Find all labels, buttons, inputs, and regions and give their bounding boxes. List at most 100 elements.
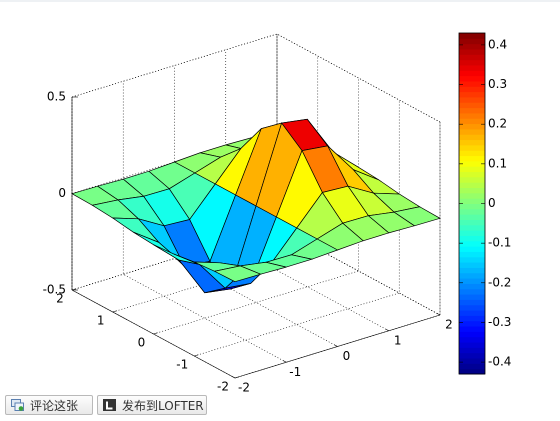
colorbar-cell [459, 240, 485, 247]
colorbar-cell [459, 48, 485, 55]
colorbar-cell [459, 203, 485, 210]
colorbar-cell [459, 118, 485, 125]
colorbar-cell [459, 134, 485, 141]
y-tick-label: 0 [138, 336, 146, 350]
tick-mark [385, 328, 389, 332]
colorbar-cell [459, 299, 485, 306]
colorbar-cell [459, 326, 485, 332]
tick-mark [112, 310, 117, 313]
z-tick-label: 0.5 [47, 90, 66, 104]
colorbar-cell [459, 192, 485, 199]
tick-mark [282, 360, 287, 363]
colorbar-tick-label: -0.4 [488, 355, 511, 369]
colorbar-cell [459, 368, 485, 375]
colorbar-cell [459, 91, 485, 98]
colorbar-cell [459, 320, 485, 327]
colorbar-tick-label: -0.3 [488, 315, 511, 329]
colorbar-cell [459, 64, 485, 71]
colorbar-cell [459, 331, 485, 338]
comment-icon [11, 399, 24, 411]
colorbar-cell [459, 80, 485, 87]
x-tick-label: -1 [289, 365, 301, 379]
colorbar-cell [459, 208, 485, 215]
colorbar-cell [459, 315, 485, 322]
x-tick-label: 0 [343, 349, 351, 363]
y-tick-label: 2 [56, 292, 64, 306]
colorbar-cell [459, 107, 485, 114]
colorbar-cell [459, 102, 485, 109]
colorbar-tick-label: -0.1 [488, 236, 511, 250]
colorbar-cell [459, 272, 485, 279]
z-tick-label: -0.5 [43, 283, 66, 297]
colorbar-cell [459, 283, 485, 290]
colorbar-cell [459, 336, 485, 343]
colorbar-cell [459, 182, 485, 189]
colorbar-cell [459, 139, 485, 146]
colorbar-cell [459, 294, 485, 300]
box-edge [276, 33, 441, 123]
colorbar-cell [459, 155, 485, 162]
colorbar-cell [459, 123, 485, 130]
colorbar-cell [459, 160, 485, 167]
lofter-button[interactable]: 发布到LOFTER [97, 395, 207, 415]
colorbar-cell [459, 214, 485, 220]
grid-line [71, 33, 441, 123]
x-tick-label: 1 [394, 333, 402, 347]
colorbar-cell [459, 352, 485, 359]
colorbar-cell [459, 246, 485, 252]
colorbar-cell [459, 224, 485, 231]
colorbar-cell [459, 150, 485, 157]
colorbar-cell [459, 347, 485, 354]
colorbar-cell [459, 176, 485, 183]
colorbar-cell [459, 304, 485, 311]
x-tick-label: 2 [445, 318, 453, 332]
colorbar-cell [459, 363, 485, 370]
colorbar-cell [459, 144, 485, 151]
colorbar-cell [459, 43, 485, 50]
lofter-icon [103, 399, 116, 411]
colorbar-cell [459, 256, 485, 263]
colorbar-cell [459, 38, 485, 45]
tick-mark [194, 354, 199, 357]
x-tick-label: -2 [238, 381, 250, 395]
colorbar-tick-label: 0.4 [488, 37, 507, 51]
colorbar-cell [459, 235, 485, 242]
colorbar-tick-label: 0.2 [488, 117, 507, 131]
button-label: 评论这张 [30, 399, 79, 413]
colorbar-cell [459, 54, 485, 61]
surface-patch [213, 265, 262, 283]
colorbar-cell [459, 128, 485, 135]
colorbar-cell [459, 219, 485, 226]
y-tick-label: -1 [176, 358, 188, 372]
colorbar-cell [459, 187, 485, 194]
colorbar-cell [459, 198, 485, 204]
tick-mark [334, 344, 338, 347]
axis-line [71, 289, 236, 379]
colorbar-cell [459, 342, 485, 348]
y-tick-label: -2 [217, 380, 229, 394]
colorbar-tick-label: -0.2 [488, 275, 511, 289]
colorbar-cell [459, 166, 485, 173]
colorbar-cell [459, 262, 485, 268]
comment-button[interactable]: 评论这张 [5, 395, 93, 415]
colorbar-cell [459, 251, 485, 258]
colorbar-cell [459, 96, 485, 103]
colorbar-cell [459, 86, 485, 93]
button-label: 发布到LOFTER [122, 399, 204, 413]
y-tick-label: 1 [97, 314, 105, 328]
colorbar-tick-label: 0 [488, 196, 496, 210]
colorbar-cell [459, 310, 485, 316]
colorbar-cell [459, 358, 485, 364]
tick-mark [153, 332, 158, 335]
colorbar-cell [459, 267, 485, 274]
colorbar-cell [459, 278, 485, 284]
colorbar-cell [459, 59, 485, 66]
colorbar-cell [459, 171, 485, 178]
colorbar-cell [459, 112, 485, 119]
colorbar-cell [459, 75, 485, 82]
colorbar-cell [459, 70, 485, 77]
colorbar-cell [459, 288, 485, 295]
axis-line [234, 314, 441, 379]
